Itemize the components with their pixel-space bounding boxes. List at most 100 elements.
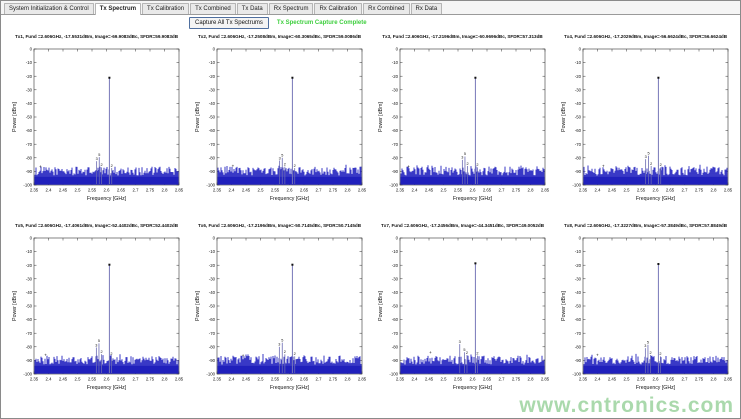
- svg-text:2.55: 2.55: [454, 188, 463, 193]
- svg-text:-50: -50: [392, 304, 399, 309]
- svg-text:-60: -60: [392, 128, 399, 133]
- svg-text:5: 5: [463, 348, 465, 352]
- svg-text:-100: -100: [389, 372, 398, 377]
- svg-text:Power [dBm]: Power [dBm]: [378, 291, 384, 321]
- svg-text:2.65: 2.65: [300, 377, 309, 382]
- svg-text:Power [dBm]: Power [dBm]: [12, 291, 18, 321]
- svg-text:-90: -90: [26, 358, 33, 363]
- svg-text:2.55: 2.55: [88, 377, 97, 382]
- svg-text:2.45: 2.45: [59, 188, 68, 193]
- tab-rx-data[interactable]: Rx Data: [410, 3, 443, 14]
- svg-text:2.7: 2.7: [499, 377, 506, 382]
- svg-text:-20: -20: [209, 263, 216, 268]
- svg-text:2.7: 2.7: [133, 188, 140, 193]
- svg-text:-80: -80: [575, 155, 582, 160]
- svg-text:2.35: 2.35: [30, 377, 39, 382]
- svg-text:2.45: 2.45: [425, 188, 434, 193]
- svg-text:0: 0: [579, 236, 582, 241]
- svg-text:2.65: 2.65: [300, 188, 309, 193]
- svg-text:2: 2: [284, 350, 286, 354]
- svg-text:2.8: 2.8: [711, 188, 718, 193]
- svg-text:2.8: 2.8: [345, 188, 352, 193]
- svg-text:-10: -10: [209, 60, 216, 65]
- tab-tx-data[interactable]: Tx Data: [236, 3, 268, 14]
- svg-text:-100: -100: [206, 183, 215, 188]
- plot-title-tx3: Tx3, Fund =2.606GHz, -17.2196dBm, Image=…: [382, 34, 543, 39]
- svg-text:-40: -40: [209, 101, 216, 106]
- svg-text:2.8: 2.8: [345, 377, 352, 382]
- svg-text:2.75: 2.75: [512, 377, 521, 382]
- svg-text:2.5: 2.5: [441, 377, 448, 382]
- svg-text:-30: -30: [392, 87, 399, 92]
- svg-text:-50: -50: [26, 304, 33, 309]
- svg-text:-80: -80: [209, 344, 216, 349]
- svg-text:2.4: 2.4: [46, 377, 53, 382]
- svg-text:-100: -100: [23, 183, 32, 188]
- svg-text:2.85: 2.85: [541, 377, 550, 382]
- tab-tx-combined[interactable]: Tx Combined: [190, 3, 236, 14]
- svg-text:-90: -90: [392, 169, 399, 174]
- svg-text:2.8: 2.8: [528, 377, 535, 382]
- svg-text:Frequency [GHz]: Frequency [GHz]: [636, 196, 676, 202]
- svg-text:-60: -60: [392, 317, 399, 322]
- svg-text:5: 5: [647, 341, 649, 345]
- svg-text:-50: -50: [209, 304, 216, 309]
- svg-text:2: 2: [476, 351, 478, 355]
- svg-text:-30: -30: [26, 276, 33, 281]
- svg-text:+: +: [407, 164, 410, 169]
- capture-all-tx-spectrums-button[interactable]: Capture All Tx Spectrums: [189, 17, 269, 29]
- svg-text:5: 5: [98, 339, 100, 343]
- svg-text:-30: -30: [209, 87, 216, 92]
- svg-text:2: 2: [660, 163, 662, 167]
- svg-text:+: +: [232, 163, 235, 168]
- svg-text:-80: -80: [26, 344, 33, 349]
- svg-text:-90: -90: [575, 169, 582, 174]
- plot-title-tx4: Tx4, Fund =2.606GHz, -17.2029dBm, Image=…: [563, 34, 728, 39]
- svg-text:-70: -70: [575, 331, 582, 336]
- svg-text:0: 0: [213, 47, 216, 52]
- svg-text:2: 2: [294, 352, 296, 356]
- svg-text:2.65: 2.65: [117, 377, 126, 382]
- svg-text:2.35: 2.35: [30, 188, 39, 193]
- svg-text:3: 3: [645, 155, 647, 159]
- svg-text:-10: -10: [575, 60, 582, 65]
- svg-text:0: 0: [579, 47, 582, 52]
- svg-text:0: 0: [213, 236, 216, 241]
- svg-text:-60: -60: [26, 128, 33, 133]
- svg-text:Frequency [GHz]: Frequency [GHz]: [270, 196, 310, 202]
- svg-text:2.55: 2.55: [271, 188, 280, 193]
- svg-text:2.75: 2.75: [695, 188, 704, 193]
- svg-text:-100: -100: [572, 183, 581, 188]
- spectrum-plot-tx8: Tx8, Fund =2.606GHz, -17.3227dBm, Image=…: [558, 222, 733, 399]
- svg-text:-20: -20: [26, 74, 33, 79]
- svg-text:2.75: 2.75: [695, 377, 704, 382]
- svg-text:Frequency [GHz]: Frequency [GHz]: [270, 385, 310, 391]
- svg-text:2: 2: [659, 352, 661, 356]
- svg-text:2: 2: [466, 351, 468, 355]
- svg-text:-90: -90: [392, 358, 399, 363]
- svg-text:-90: -90: [26, 169, 33, 174]
- svg-text:2.5: 2.5: [258, 377, 265, 382]
- svg-text:2.45: 2.45: [242, 188, 251, 193]
- svg-text:+: +: [39, 164, 42, 169]
- svg-text:2.55: 2.55: [637, 188, 646, 193]
- svg-text:-10: -10: [575, 249, 582, 254]
- tab-rx-spectrum[interactable]: Rx Spectrum: [268, 3, 314, 14]
- tab-rx-calibration[interactable]: Rx Calibration: [314, 3, 363, 14]
- svg-text:-70: -70: [26, 142, 33, 147]
- tab-rx-combined[interactable]: Rx Combined: [363, 3, 410, 14]
- svg-text:2.4: 2.4: [229, 377, 236, 382]
- svg-text:2: 2: [650, 162, 652, 166]
- svg-text:-90: -90: [209, 169, 216, 174]
- tab-system-initialization-control[interactable]: System Initialization & Control: [4, 3, 94, 14]
- controls-row: Capture All Tx Spectrums Tx Spectrum Cap…: [1, 15, 740, 31]
- svg-text:2.65: 2.65: [666, 188, 675, 193]
- svg-text:2: 2: [294, 164, 296, 168]
- plot-title-tx1: Tx1, Fund =2.606GHz, -17.5531dBm, Image=…: [14, 34, 179, 39]
- tab-tx-spectrum[interactable]: Tx Spectrum: [94, 3, 142, 15]
- svg-text:2.5: 2.5: [75, 188, 82, 193]
- tab-tx-calibration[interactable]: Tx Calibration: [142, 3, 190, 14]
- svg-text:3: 3: [461, 156, 463, 160]
